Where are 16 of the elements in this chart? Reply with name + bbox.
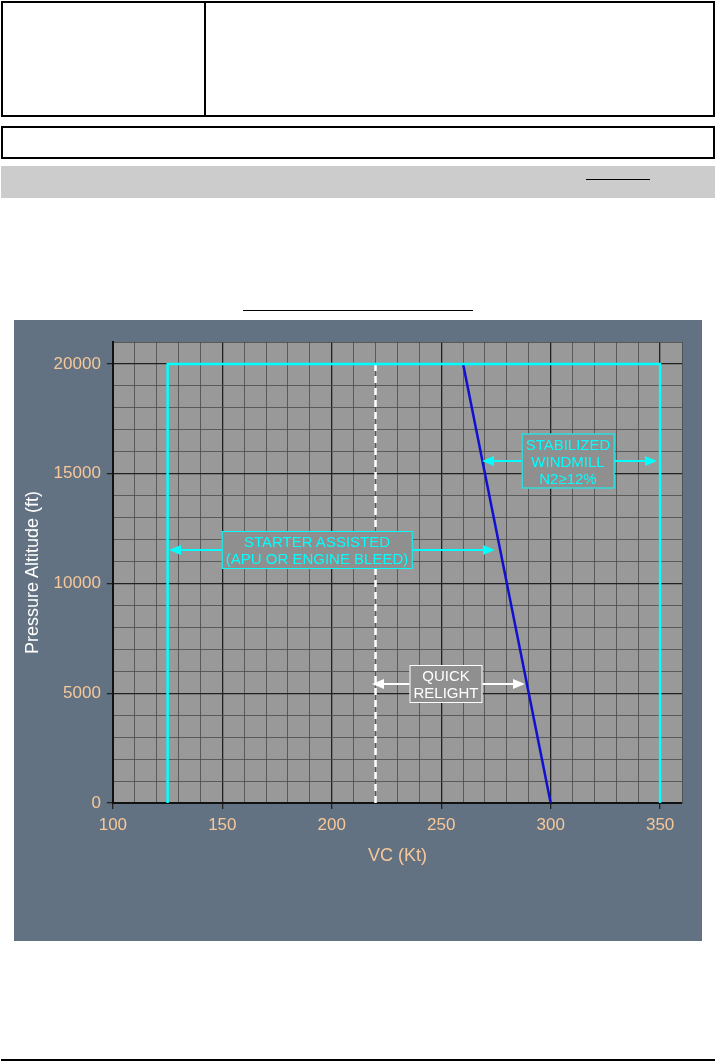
x-tick-label: 100 — [98, 814, 128, 834]
y-tick-label: 20000 — [53, 353, 101, 373]
x-tick-label: 300 — [536, 814, 565, 834]
y-tick-label: 10000 — [53, 573, 101, 593]
x-tick-label: 150 — [208, 814, 237, 834]
x-tick-label: 250 — [427, 814, 456, 834]
annotation: QUICK RELIGHT — [409, 665, 483, 703]
y-tick-label: 15000 — [53, 463, 101, 483]
y-tick-label: 5000 — [63, 682, 101, 702]
x-axis-title: VC (Kt) — [367, 845, 427, 866]
x-tick-label: 200 — [317, 814, 346, 834]
y-tick-label: 0 — [91, 792, 101, 812]
y-axis-title: Pressure Altitude (ft) — [21, 490, 42, 655]
annotation: STARTER ASSISTED (APU OR ENGINE BLEED) — [221, 531, 413, 569]
annotation: STABILIZED WINDMILL N2≥12% — [521, 433, 615, 489]
x-tick-label: 350 — [645, 814, 675, 834]
